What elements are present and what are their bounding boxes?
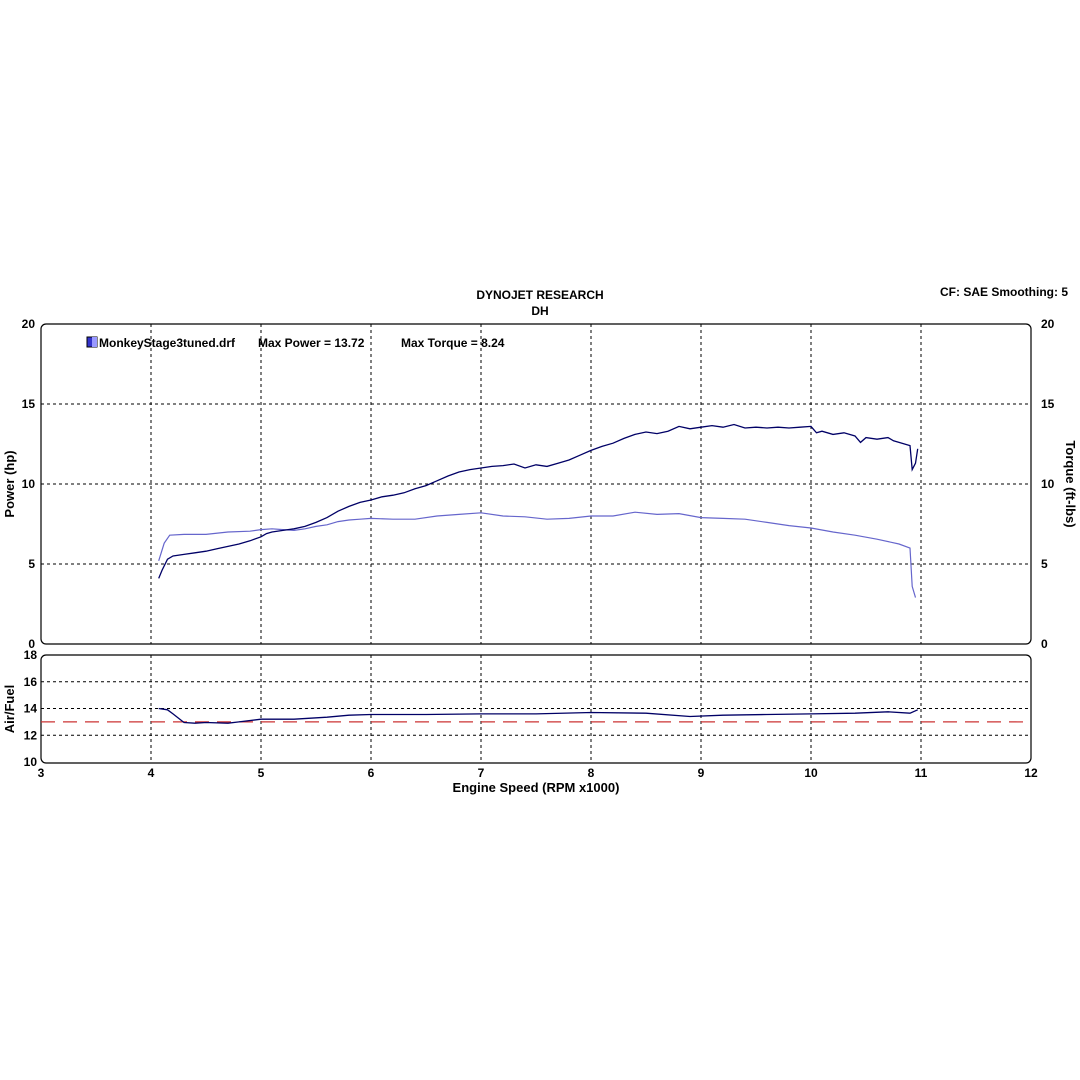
x-tick-label: 11 (915, 766, 928, 780)
x-tick-label: 10 (804, 766, 818, 780)
y-tick-label-torque: 10 (1041, 477, 1055, 491)
y-tick-label-power: 0 (28, 637, 35, 651)
x-axis-label: Engine Speed (RPM x1000) (453, 780, 620, 795)
series-afr-line (158, 707, 918, 724)
legend-max-power: Max Power = 13.72 (258, 336, 365, 350)
x-tick-label: 6 (368, 766, 375, 780)
y-tick-label-power: 5 (28, 557, 35, 571)
power-grid (41, 324, 1031, 644)
y-tick-label-torque: 20 (1041, 317, 1055, 331)
chart-title: DYNOJET RESEARCH (476, 288, 603, 302)
x-tick-label: 7 (478, 766, 485, 780)
y-tick-label-afr: 10 (24, 755, 38, 769)
y-tick-label-power: 20 (22, 317, 36, 331)
x-tick-label: 12 (1024, 766, 1038, 780)
chart-settings: CF: SAE Smoothing: 5 (940, 285, 1068, 299)
y-tick-label-power: 15 (22, 397, 36, 411)
afr-grid (41, 655, 1031, 762)
y-tick-label-torque: 0 (1041, 637, 1048, 651)
legend-swatch-highlight (92, 337, 97, 347)
legend-file: MonkeyStage3tuned.drf (99, 336, 236, 350)
y-tick-label-afr: 14 (24, 702, 38, 716)
x-tick-label: 5 (258, 766, 265, 780)
y-tick-label-power: 10 (22, 477, 36, 491)
x-tick-label: 8 (588, 766, 595, 780)
series-power-line (158, 423, 919, 579)
y-axis-label-afr: Air/Fuel (2, 685, 17, 733)
x-tick-label: 4 (148, 766, 155, 780)
series-torque-line (158, 511, 917, 598)
tick-labels: 3 4 5 6 7 8 9 10 11 12 0 0 5 5 10 10 15 15 20 20 10 12 14 16 18 (22, 317, 1055, 780)
x-tick-label: 9 (698, 766, 705, 780)
y-axis-label-torque: Torque (ft-lbs) (1063, 440, 1078, 527)
y-tick-label-afr: 18 (24, 648, 38, 662)
y-tick-label-afr: 12 (24, 728, 38, 742)
y-tick-label-afr: 16 (24, 675, 38, 689)
y-tick-label-torque: 5 (1041, 557, 1048, 571)
y-axis-label-power: Power (hp) (2, 450, 17, 517)
x-tick-label: 3 (38, 766, 45, 780)
chart-subtitle: DH (531, 304, 548, 318)
legend-max-torque: Max Torque = 8.24 (401, 336, 505, 350)
y-tick-label-torque: 15 (1041, 397, 1055, 411)
